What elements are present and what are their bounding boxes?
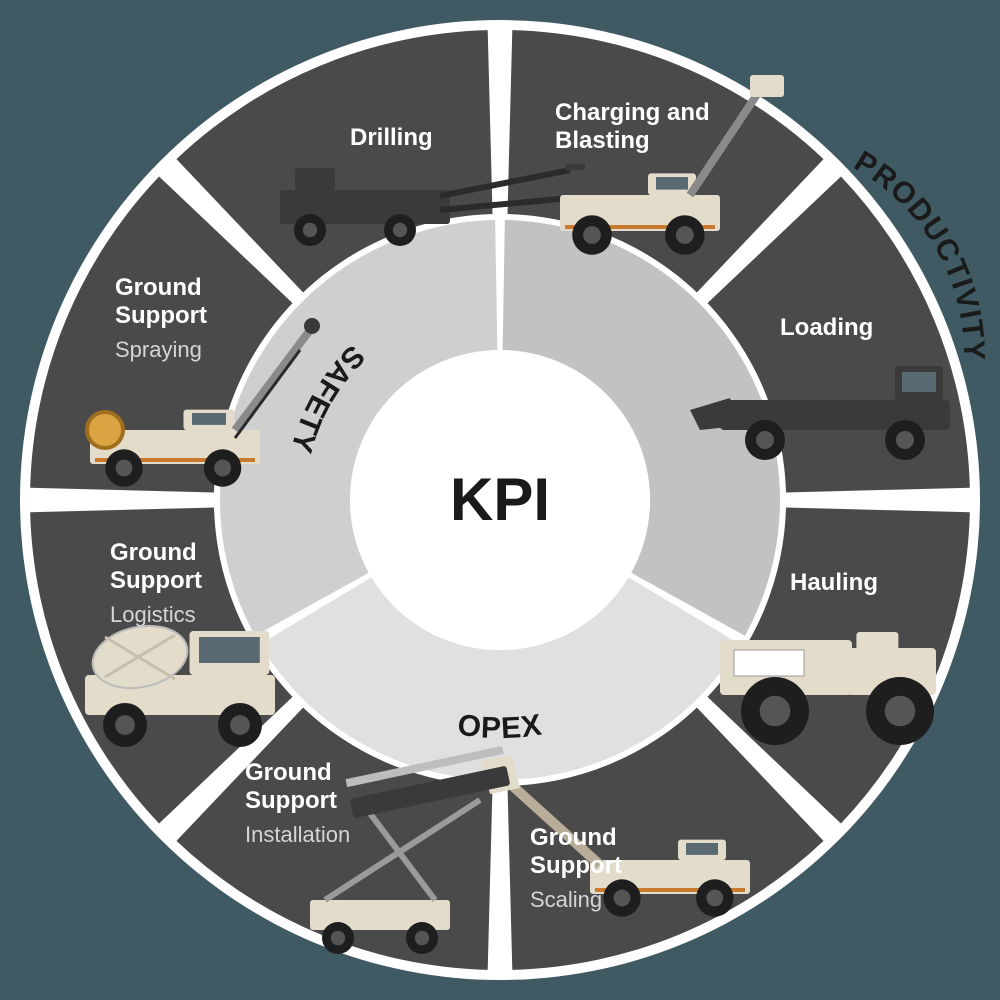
label-scaling-sub: Scaling — [530, 887, 602, 912]
label-scaling: Ground — [530, 824, 617, 851]
label-charging: Charging and — [555, 99, 710, 126]
label-drilling: Drilling — [350, 124, 433, 151]
label-logistics: Ground — [110, 539, 197, 566]
label-hauling: Hauling — [790, 569, 878, 596]
label-opex: OPEX — [456, 708, 545, 745]
label-loading: Loading — [780, 314, 873, 341]
label-install: Ground — [245, 759, 332, 786]
label-spraying: Ground — [115, 274, 202, 301]
label-logistics-2: Support — [110, 567, 202, 594]
label-install-2: Support — [245, 787, 337, 814]
label-charging-2: Blasting — [555, 127, 650, 154]
kpi-wheel-diagram: SAFETYPRODUCTIVITYOPEXKPIDrillingChargin… — [0, 0, 1000, 1000]
label-spraying-sub: Spraying — [115, 337, 202, 362]
label-spraying-2: Support — [115, 302, 207, 329]
center-label: KPI — [450, 466, 550, 533]
label-scaling-2: Support — [530, 852, 622, 879]
label-install-sub: Installation — [245, 822, 350, 847]
label-logistics-sub: Logistics — [110, 602, 196, 627]
